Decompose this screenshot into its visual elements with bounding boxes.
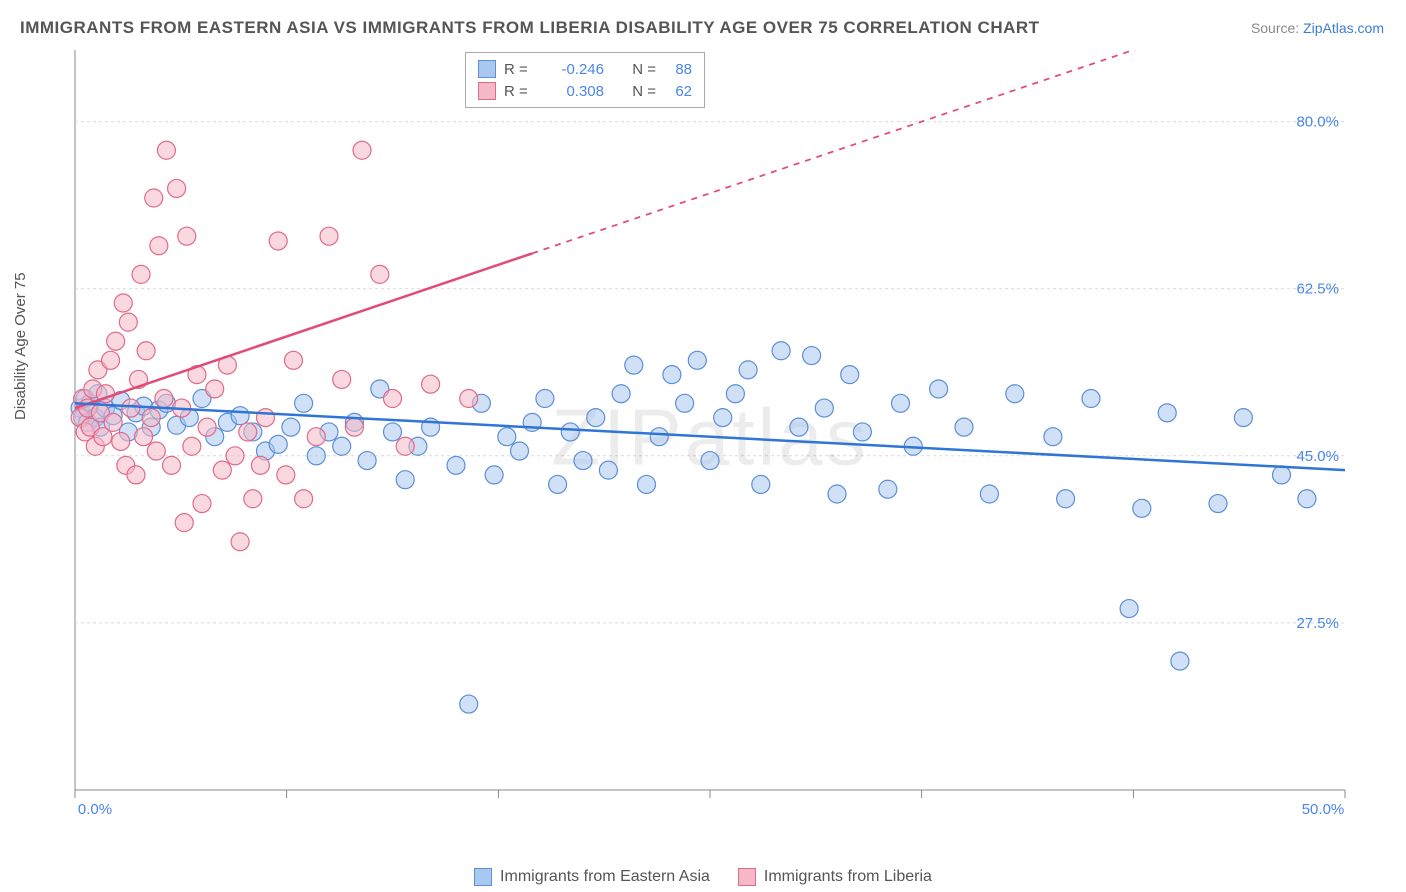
legend-row-pink: R = 0.308 N = 62 xyxy=(478,80,692,102)
source-attribution: Source: ZipAtlas.com xyxy=(1251,20,1384,36)
chart-title: IMMIGRANTS FROM EASTERN ASIA VS IMMIGRAN… xyxy=(20,18,1040,38)
chart-container: 27.5%45.0%62.5%80.0%0.0%50.0%ZIPatlas xyxy=(50,50,1370,820)
swatch-blue-icon xyxy=(474,868,492,886)
n-value-blue: 88 xyxy=(664,61,692,78)
svg-text:80.0%: 80.0% xyxy=(1296,114,1339,131)
legend-row-blue: R = -0.246 N = 88 xyxy=(478,58,692,80)
n-label: N = xyxy=(612,83,656,100)
series-legend: Immigrants from Eastern Asia Immigrants … xyxy=(0,868,1406,886)
source-label: Source: xyxy=(1251,20,1299,36)
swatch-blue xyxy=(478,60,496,78)
correlation-legend: R = -0.246 N = 88 R = 0.308 N = 62 xyxy=(465,52,705,108)
n-value-pink: 62 xyxy=(664,83,692,100)
r-label: R = xyxy=(504,83,542,100)
swatch-pink xyxy=(478,82,496,100)
scatter-chart-svg: 27.5%45.0%62.5%80.0%0.0%50.0%ZIPatlas xyxy=(50,50,1370,820)
r-label: R = xyxy=(504,61,542,78)
svg-text:0.0%: 0.0% xyxy=(78,801,112,818)
r-value-blue: -0.246 xyxy=(550,61,604,78)
svg-text:62.5%: 62.5% xyxy=(1296,281,1339,298)
legend-item-blue: Immigrants from Eastern Asia xyxy=(474,868,710,886)
legend-label-pink: Immigrants from Liberia xyxy=(764,868,932,886)
legend-item-pink: Immigrants from Liberia xyxy=(738,868,932,886)
source-link[interactable]: ZipAtlas.com xyxy=(1303,20,1384,36)
svg-text:50.0%: 50.0% xyxy=(1302,801,1345,818)
n-label: N = xyxy=(612,61,656,78)
r-value-pink: 0.308 xyxy=(550,83,604,100)
svg-text:45.0%: 45.0% xyxy=(1296,448,1339,465)
legend-label-blue: Immigrants from Eastern Asia xyxy=(500,868,710,886)
swatch-pink-icon xyxy=(738,868,756,886)
svg-text:27.5%: 27.5% xyxy=(1296,615,1339,632)
y-axis-label: Disability Age Over 75 xyxy=(12,272,29,420)
